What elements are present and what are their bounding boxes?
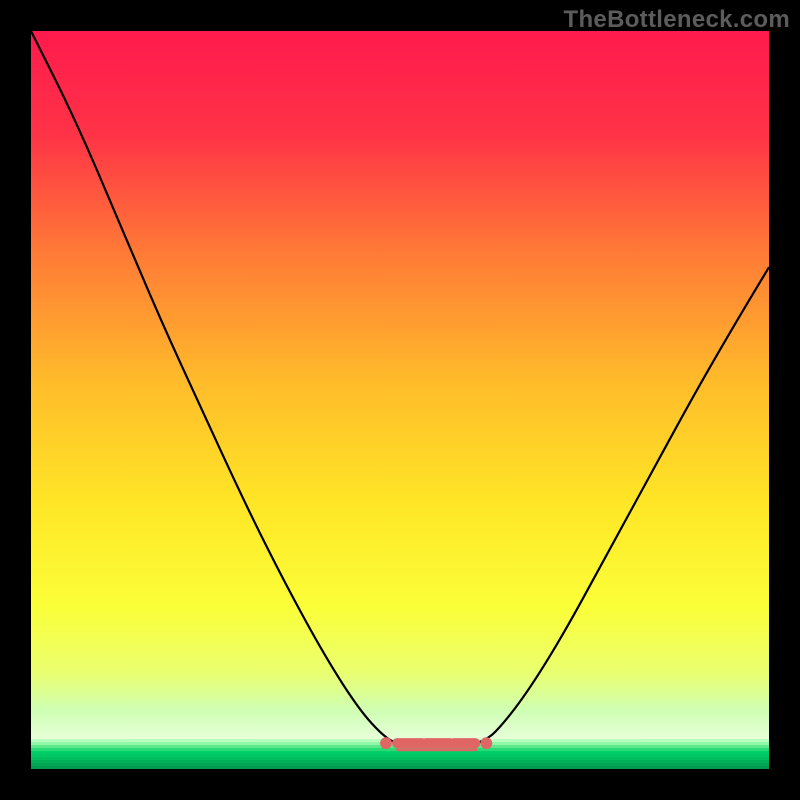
- bottom-markers: [380, 737, 492, 750]
- curve-svg: [31, 31, 769, 769]
- chart-container: TheBottleneck.com: [0, 0, 800, 800]
- marker-dot: [480, 737, 492, 749]
- bottleneck-curve: [31, 31, 769, 747]
- marker-dot: [380, 737, 392, 749]
- watermark-text: TheBottleneck.com: [564, 6, 790, 34]
- plot-area: [31, 31, 769, 769]
